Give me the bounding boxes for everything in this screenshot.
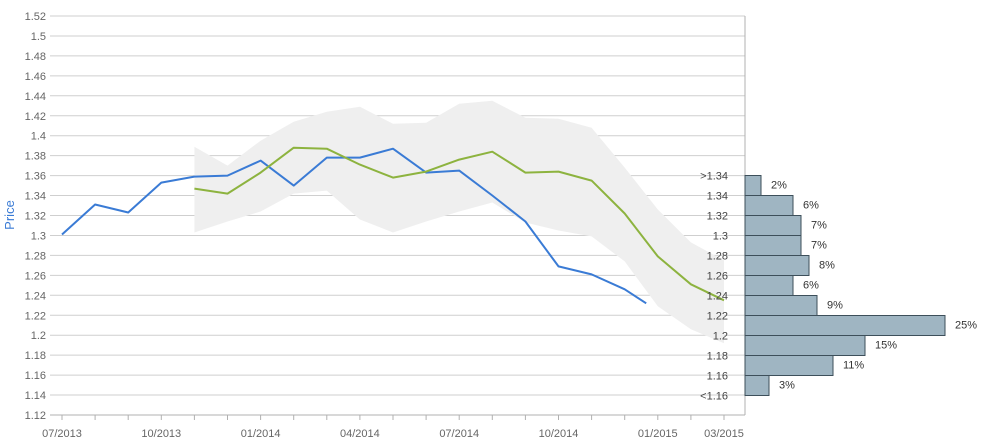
histogram-percent-label: 15%: [875, 340, 897, 352]
histogram-bin-label: 1.24: [707, 291, 728, 303]
y-tick-label: 1.38: [25, 151, 46, 163]
histogram-percent-label: 2%: [771, 180, 787, 192]
y-tick-label: 1.52: [25, 11, 46, 23]
histogram-bin-label: 1.32: [707, 211, 728, 223]
histogram-percent-label: 11%: [843, 360, 864, 372]
histogram-percent-label: 8%: [819, 260, 835, 272]
y-tick-label: 1.48: [25, 51, 46, 63]
x-tick-label: 01/2014: [241, 428, 281, 440]
histogram-bar: [744, 255, 810, 276]
x-tick-label: 07/2013: [42, 428, 82, 440]
y-tick-label: 1.36: [25, 171, 46, 183]
histogram-bin-label: 1.28: [707, 251, 728, 263]
series-lines: [61, 146, 725, 305]
histogram-bar: [744, 355, 834, 376]
y-tick-label: 1.44: [25, 91, 46, 103]
x-tick-label: 10/2013: [141, 428, 181, 440]
histogram-bin-label: >1.34: [700, 171, 728, 183]
x-axis-tick-labels: 07/2013 10/2013 01/2014 04/2014 07/2014 10/20…: [42, 415, 744, 440]
actual-series-line: [61, 147, 647, 305]
x-tick-label: 07/2014: [439, 428, 479, 440]
y-tick-label: 1.2: [31, 330, 46, 342]
histogram-percent-label: 7%: [811, 240, 827, 252]
y-tick-label: 1.14: [25, 390, 46, 402]
y-tick-label: 1.32: [25, 211, 46, 223]
y-tick-label: 1.26: [25, 270, 46, 282]
y-axis-title: Price: [2, 200, 17, 230]
forecast-confidence-band: [194, 100, 724, 344]
y-tick-label: 1.46: [25, 71, 46, 83]
histogram-bin-label: 1.22: [707, 311, 728, 323]
histogram-percent-label: 6%: [803, 280, 819, 292]
histogram-percent-label: 9%: [827, 300, 843, 312]
histogram-bar: [744, 175, 762, 196]
y-tick-label: 1.22: [25, 310, 46, 322]
histogram-bar: [744, 235, 802, 256]
x-tick-label: 04/2014: [340, 428, 380, 440]
histogram-bar: [744, 335, 866, 356]
x-tick-label: 01/2015: [638, 428, 678, 440]
histogram-bar: [744, 375, 770, 396]
y-tick-label: 1.5: [31, 31, 46, 43]
y-tick-label: 1.18: [25, 350, 46, 362]
histogram-percent-label: 7%: [811, 220, 827, 232]
histogram-bin-label: 1.3: [713, 231, 728, 243]
histogram-percent-label: 6%: [803, 200, 819, 212]
histogram-bar: [744, 275, 794, 296]
histogram-bin-label: 1.16: [707, 371, 728, 383]
histogram-bar: [744, 215, 802, 236]
histogram-bar: [744, 295, 818, 316]
histogram-bin-label: 1.18: [707, 351, 728, 363]
histogram-percent-label: 25%: [955, 320, 977, 332]
histogram-bin-label: 1.34: [707, 191, 728, 203]
histogram-bar: [744, 195, 794, 216]
y-tick-label: 1.16: [25, 370, 46, 382]
x-tick-label: 10/2014: [539, 428, 579, 440]
y-tick-label: 1.4: [31, 131, 46, 143]
forecast-distribution-histogram: >1.34 2% 1.34 6% 1.32 7% 1.3 7% 1.28 8% 1.26 6% 1.24…: [700, 171, 977, 403]
y-tick-label: 1.12: [25, 410, 46, 422]
y-tick-label: 1.3: [31, 230, 46, 242]
histogram-percent-label: 3%: [779, 380, 795, 392]
y-axis-tick-labels: 1.12 1.14 1.16 1.18 1.2 1.22 1.24 1.26 1.28 1.3 1.…: [25, 11, 46, 422]
histogram-bin-label: 1.2: [713, 331, 728, 343]
histogram-bar: [744, 315, 946, 336]
histogram-bin-label: 1.26: [707, 271, 728, 283]
y-tick-label: 1.28: [25, 250, 46, 262]
histogram-bin-label: <1.16: [700, 391, 728, 403]
x-tick-label: 03/2015: [704, 428, 744, 440]
y-tick-label: 1.24: [25, 290, 46, 302]
forecast-series-line: [194, 146, 725, 302]
y-tick-label: 1.42: [25, 111, 46, 123]
y-tick-label: 1.34: [25, 191, 46, 203]
